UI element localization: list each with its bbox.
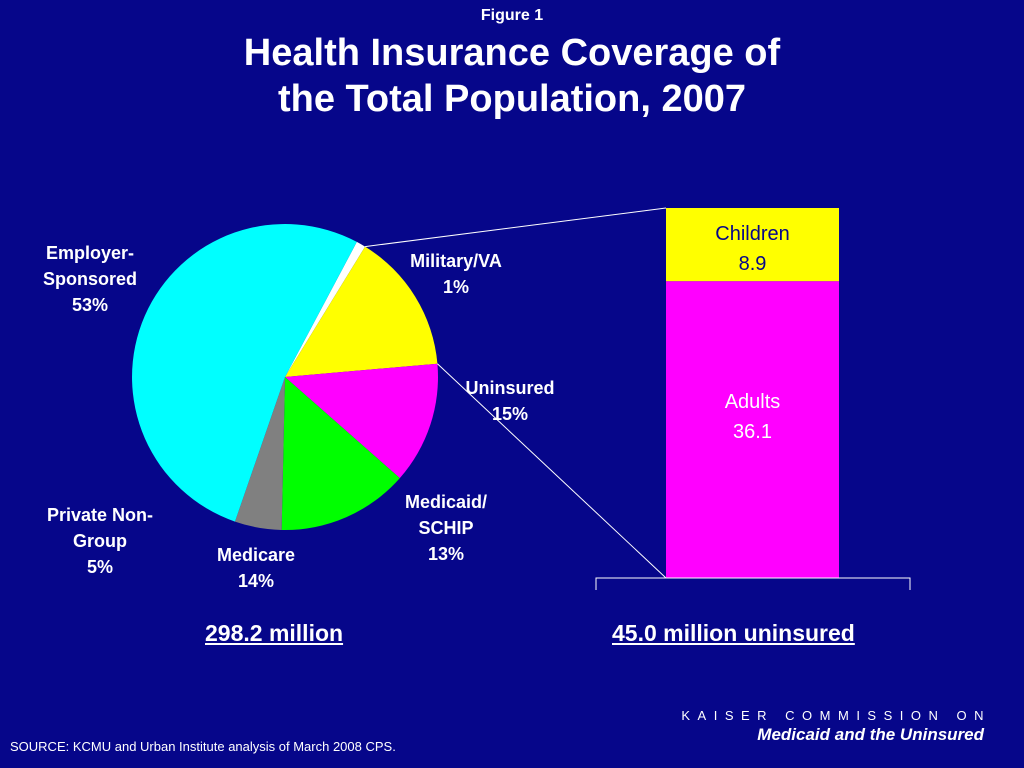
pie-slice-employer [132, 224, 357, 522]
connector-line-bottom [437, 363, 667, 579]
bar-value-children: 8.9 [739, 253, 767, 275]
bar-total-label: 45.0 million uninsured [612, 620, 855, 646]
pie-slice-military-va [285, 241, 366, 377]
pie-labels: Military/VA 1% Uninsured 15% Medicaid/SCHIP 1… [43, 243, 555, 591]
pie-slice-medicaid [285, 363, 438, 479]
connector-line-top [365, 207, 667, 248]
pie-label-uninsured: Uninsured 15% [465, 378, 554, 424]
stacked-bar-chart: Adults 36.1 Children 8.9 [595, 208, 911, 590]
pie-slice-private-non [234, 377, 285, 530]
logo-line-2: Medicaid and the Uninsured [757, 725, 984, 744]
connector-lines [365, 207, 667, 579]
logo-line-1: KAISER COMMISSION ON [681, 708, 991, 723]
pie-chart [132, 224, 438, 530]
pie-label-military-va: Military/VA 1% [410, 251, 502, 297]
bar-value-adults: 36.1 [733, 421, 772, 443]
pie-slice-uninsured [285, 246, 438, 377]
pie-label-medicare: Medicare 14% [217, 545, 295, 591]
pie-slice-medicare [281, 377, 400, 530]
pie-label-private-non: Private Non-Group 5% [47, 505, 153, 577]
pie-total-label: 298.2 million [205, 620, 344, 646]
chart-title: Health Insurance Coverage of the Total P… [0, 30, 1024, 122]
pie-label-employer: Employer-Sponsored 53% [43, 243, 137, 315]
figure-label: Figure 1 [480, 7, 544, 24]
bar-label-children: Children [715, 223, 789, 245]
bar-axis-bracket [595, 577, 911, 590]
pie-label-medicaid: Medicaid/SCHIP 13% [405, 492, 487, 564]
chart-title-line-2: the Total Population, 2007 [277, 78, 747, 120]
bar-segment-children [666, 208, 839, 282]
chart-title-line-1: Health Insurance Coverage of [243, 32, 781, 74]
bar-label-adults: Adults [725, 391, 781, 413]
kaiser-logo: KAISER COMMISSION ON Medicaid and the Un… [681, 708, 984, 745]
source-note: SOURCE: KCMU and Urban Institute analysi… [10, 739, 396, 754]
bar-segment-adults [666, 281, 839, 578]
